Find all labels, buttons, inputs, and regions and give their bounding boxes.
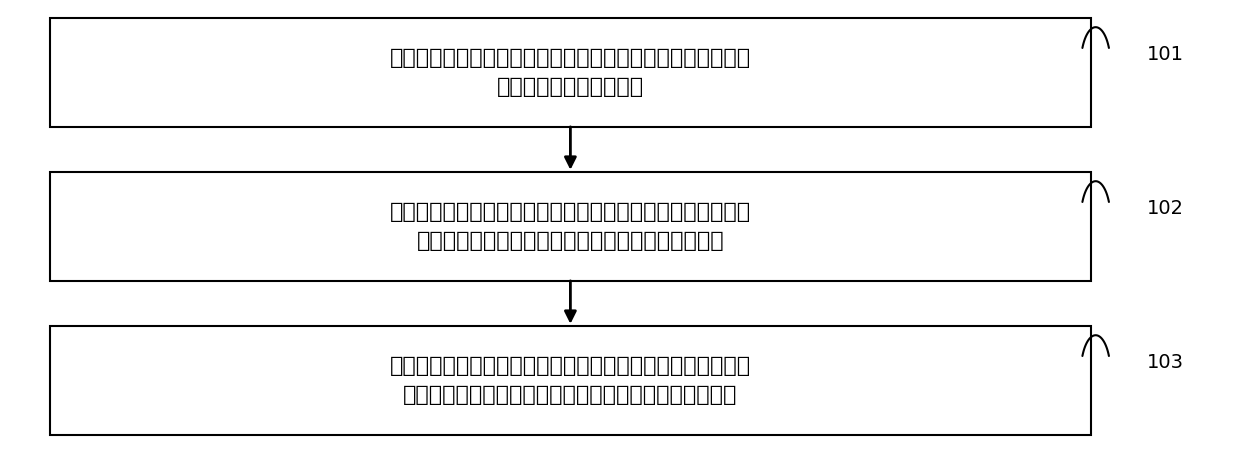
Text: 模型参数，将训练得到的模型作为热带气旋识别模型: 模型参数，将训练得到的模型作为热带气旋识别模型 [417, 231, 724, 251]
Text: 根据所述训练数据集，对深度目标检测模型进行训练从而获取: 根据所述训练数据集，对深度目标检测模型进行训练从而获取 [389, 202, 751, 222]
Bar [50, 172, 1091, 281]
Text: 根据热带气旋历史记录组合历史数值天气预报产品中的多个预: 根据热带气旋历史记录组合历史数值天气预报产品中的多个预 [389, 48, 751, 68]
Text: 别出热带气旋的中心位置和尺度，作为预报结果进行输出: 别出热带气旋的中心位置和尺度，作为预报结果进行输出 [403, 385, 738, 405]
Text: 102: 102 [1147, 199, 1184, 218]
Text: 101: 101 [1147, 45, 1184, 64]
Text: 报要素，构建训练数据集: 报要素，构建训练数据集 [497, 77, 644, 97]
Text: 103: 103 [1147, 353, 1184, 372]
Bar [50, 18, 1091, 127]
Text: 根据热带气旋识别模型，从实时数值天气预报产品预报场中识: 根据热带气旋识别模型，从实时数值天气预报产品预报场中识 [389, 356, 751, 376]
Bar [50, 326, 1091, 435]
